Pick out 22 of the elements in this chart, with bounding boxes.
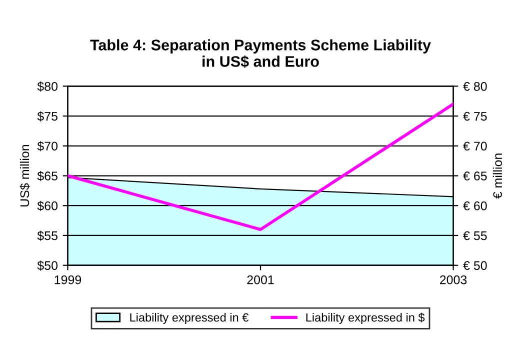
x-tick-label: 2003	[440, 275, 467, 284]
x-tick-label: 2001	[247, 275, 274, 284]
legend-label: Liability expressed in €	[130, 312, 249, 324]
y2-tick-label: € 65	[463, 172, 487, 180]
y2-tick-label: € 70	[463, 142, 487, 151]
legend-label: Liability expressed in $	[306, 312, 425, 324]
y-axis-title: US$ million	[20, 144, 30, 206]
chart-title: Table 4: Separation Payments Scheme Liability in US$ and Euro	[90, 39, 431, 68]
y-tick-label: $50	[37, 260, 58, 271]
y2-tick-label: € 55	[463, 231, 487, 240]
y-tick-label: $75	[37, 111, 58, 122]
y-tick-label: $60	[37, 200, 58, 212]
x-tick-label: 1999	[54, 275, 82, 284]
y2-tick-label: € 60	[463, 201, 487, 210]
y-tick-label: $80	[37, 81, 58, 92]
y2-axis-title: € million	[492, 154, 502, 199]
y-tick-label: $70	[37, 141, 58, 152]
y-tick-label: $55	[37, 230, 58, 241]
y2-tick-label: € 50	[463, 261, 487, 270]
y2-tick-label: € 75	[463, 112, 487, 121]
y-tick-label: $65	[37, 171, 58, 182]
y2-tick-label: € 80	[463, 82, 487, 91]
